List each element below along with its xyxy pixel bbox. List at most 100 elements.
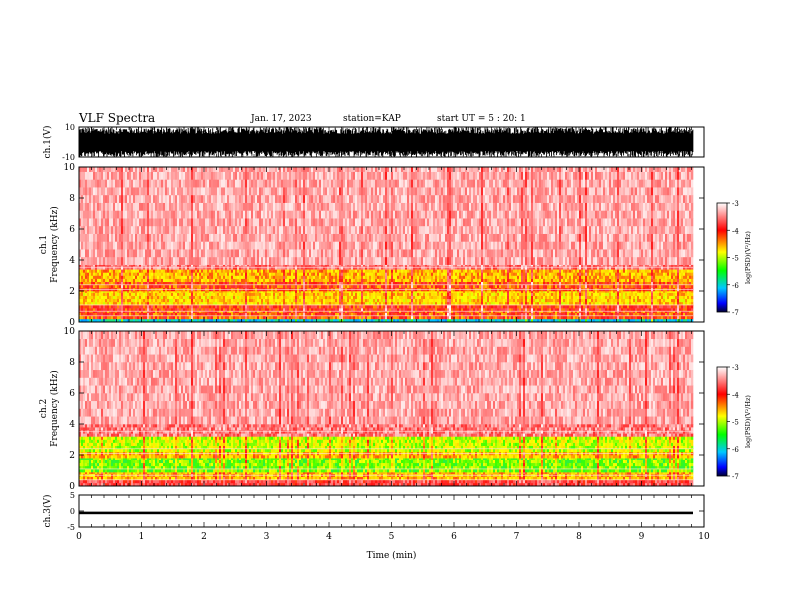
spectrogram-cell [151,272,154,276]
spectrogram-cell [209,311,212,313]
spectrogram-cell [351,194,354,203]
spectrogram-cell [99,241,102,250]
spectrogram-cell [255,179,258,188]
spectrogram-cell [339,171,342,180]
spectrogram-cell [117,264,120,267]
spectrogram-cell [283,272,286,276]
spectrogram-cell [267,284,270,289]
spectrogram-cell [247,284,250,289]
spectrogram-cell [133,301,136,306]
spectrogram-cell [197,256,200,265]
spectrogram-cell [255,311,258,313]
spectrogram-cell [139,202,142,211]
spectrogram-cell [193,275,196,279]
spectrogram-cell [83,171,86,180]
spectrogram-cell [269,281,272,286]
spectrogram-cell [179,210,182,219]
figure-title: VLF Spectra [79,111,155,125]
spectrogram-cell [107,311,110,313]
spectrogram-cell [275,202,278,211]
spectrogram-cell [95,281,98,286]
spectrogram-cell [227,241,230,250]
spectrogram-cell [133,249,136,258]
spectrogram-cell [293,218,296,227]
spectrogram-cell [187,187,190,196]
spectrogram-cell [345,281,348,286]
spectrogram-cell [211,301,214,306]
spectrogram-cell [169,312,172,317]
spectrogram-cell [375,308,378,312]
spectrogram-cell [159,295,162,300]
spectrogram-cell [315,210,318,219]
spectrogram-cell [141,291,144,293]
spectrogram-cell [211,179,214,188]
spectrogram-cell [369,312,372,317]
spectrogram-cell [87,218,90,227]
spectrogram-cell [251,292,254,296]
spectrogram-cell [87,256,90,265]
spectrogram-cell [375,281,378,286]
spectrogram-cell [109,281,112,286]
spectrogram-cell [117,315,120,320]
spectrogram-cell [203,281,206,286]
spectrogram-cell [319,264,322,267]
spectrogram-cell [303,295,306,300]
spectrogram-cell [297,269,300,273]
spectrogram-cell [273,275,276,279]
spectrogram-cell [113,284,116,289]
spectrogram-cell [113,304,116,309]
spectrogram-cell [215,233,218,242]
spectrogram-cell [223,225,226,234]
spectrogram-cell [133,312,136,317]
spectrogram-cell [157,318,160,323]
spectrogram-cell [357,318,360,323]
spectrogram-cell [111,315,114,320]
spectrogram-cell [213,269,216,273]
spectrogram-cell [117,304,120,309]
spectrogram-cell [189,233,192,242]
spectrogram-cell [163,318,166,323]
spectrogram-cell [209,233,212,242]
spectrogram-cell [349,202,352,211]
spectrogram-cell [289,187,292,196]
spectrogram-cell [119,249,122,258]
spectrogram-cell [213,256,216,265]
spectrogram-cell [359,315,362,320]
spectrogram-cell [141,218,144,227]
spectrogram-cell [93,295,96,300]
spectrogram-cell [317,275,320,279]
spectrogram-cell [85,256,88,265]
spectrogram-cell [301,272,304,276]
spectrogram-cell [371,171,374,180]
spectrogram-cell [81,318,84,323]
spectrogram-cell [163,284,166,289]
spectrogram-cell [265,292,268,296]
spectrogram-cell [225,249,228,258]
spectrogram-cell [85,292,88,296]
spectrogram-cell [309,275,312,279]
spectrogram-cell [207,284,210,289]
spectrogram-cell [375,249,378,258]
spectrogram-cell [171,202,174,211]
spectrogram-cell [367,233,370,242]
spectrogram-cell [231,218,234,227]
spectrogram-cell [297,304,300,309]
spectrogram-cell [371,225,374,234]
spectrogram-cell [237,225,240,234]
spectrogram-cell [363,281,366,286]
spectrogram-cell [347,312,350,317]
spectrogram-cell [287,272,290,276]
spectrogram-cell [139,278,142,282]
spectrogram-cell [347,218,350,227]
spectrogram-cell [265,249,268,258]
spectrogram-cell [337,167,340,172]
spectrogram-cell [91,278,94,282]
spectrogram-cell [81,292,84,296]
spectrogram-cell [157,304,160,309]
spectrogram-cell [323,312,326,317]
spectrogram-cell [141,194,144,203]
spectrogram-cell [93,233,96,242]
spectrogram-cell [365,179,368,188]
spectrogram-cell [115,256,118,265]
spectrogram-cell [111,256,114,265]
